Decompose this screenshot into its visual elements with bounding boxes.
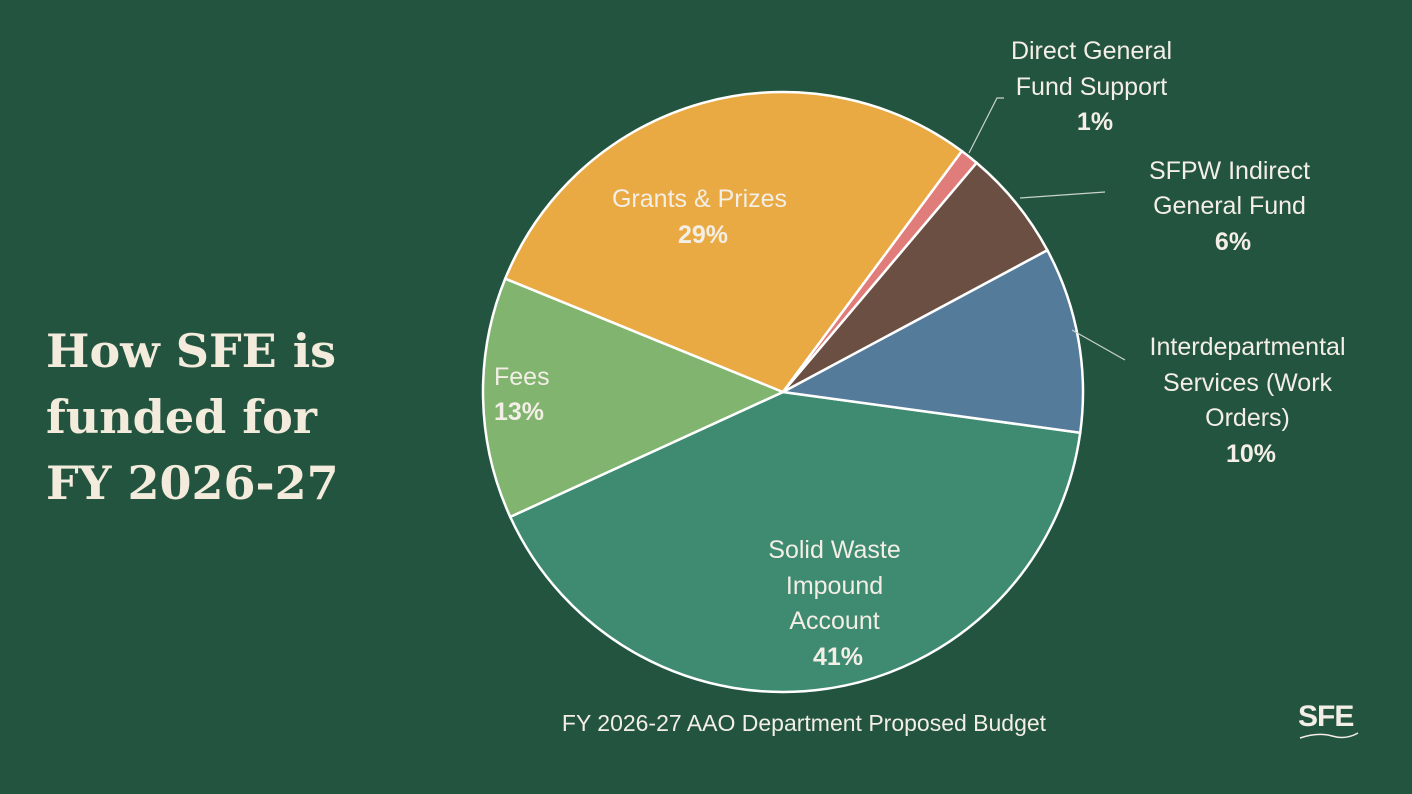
- leader-line-direct: [968, 97, 1004, 154]
- label-interdepartmental: Interdepartmental Services (Work Orders)…: [1150, 333, 1353, 468]
- sfe-logo: SFE: [1298, 700, 1360, 740]
- leader-line-sfpw: [1019, 191, 1106, 199]
- pie-slice-fees: [481, 277, 787, 519]
- title-line: How SFE is: [46, 324, 337, 378]
- title-line: funded for: [46, 390, 317, 444]
- label-solid-waste: Solid Waste Impound Account 41%: [768, 536, 907, 671]
- wave-icon: [1299, 732, 1359, 739]
- label-sfpw: SFPW Indirect General Fund 6%: [1149, 157, 1317, 256]
- logo-text: SFE: [1298, 700, 1354, 733]
- leader-line-interdept: [1071, 329, 1126, 361]
- pie-slice-solid-waste-impound-account: [508, 390, 1082, 694]
- label-fees: Fees 13%: [494, 363, 557, 426]
- pie-slice-grants-prizes: [503, 90, 964, 394]
- pie-slice-interdepartmental-services-work-orders-: [779, 248, 1085, 435]
- label-direct-general-fund: Direct General Fund Support 1%: [1011, 37, 1179, 136]
- chart-caption: FY 2026-27 AAO Department Proposed Budge…: [562, 710, 1047, 736]
- label-grants: Grants & Prizes 29%: [612, 185, 794, 249]
- title-line: FY 2026-27: [46, 456, 339, 510]
- slide-title: How SFE is funded for FY 2026-27: [46, 318, 339, 516]
